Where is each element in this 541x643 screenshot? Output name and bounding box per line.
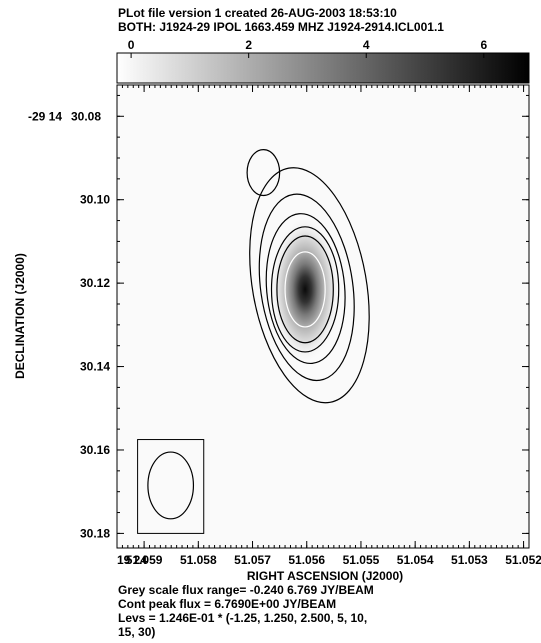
colorbar-tick-label: 6 xyxy=(480,38,487,52)
x-tick-label: 51.059 xyxy=(126,553,163,567)
contour-line xyxy=(265,213,346,365)
x-tick-label: 51.057 xyxy=(234,553,271,567)
axes: 51.059 51.058 51.057 51.056 51.055 51.054 51.0… xyxy=(28,85,541,567)
beam-ellipse xyxy=(147,451,195,520)
y-tick-label: 30.18 xyxy=(80,526,110,540)
colorbar-tick-label: 0 xyxy=(128,38,135,52)
plot-header-line-1: PLot file version 1 created 26-AUG-2003 … xyxy=(118,6,397,20)
contour-line xyxy=(249,167,370,404)
colorbar-tick-label: 4 xyxy=(363,38,370,52)
y-tick-prefix: -29 14 xyxy=(28,109,62,123)
colorbar-tick-label: 2 xyxy=(245,38,252,52)
footer-peak-flux: Cont peak flux = 6.7690E+00 JY/BEAM xyxy=(118,597,337,611)
contour-line xyxy=(258,193,355,382)
footer-flux-range: Grey scale flux range= -0.240 6.769 JY/B… xyxy=(118,583,374,597)
colorbar xyxy=(116,52,530,84)
contour-lines xyxy=(246,149,370,404)
beam-box xyxy=(137,439,205,534)
y-tick-label: 30.12 xyxy=(80,276,110,290)
beam-frame xyxy=(137,439,205,534)
footer-levels: Levs = 1.246E-01 * (-1.25, 1.250, 2.500,… xyxy=(118,611,368,625)
contour-line xyxy=(246,149,281,197)
y-tick-label: 30.14 xyxy=(80,360,110,374)
footer-levels-cont: 15, 30) xyxy=(118,625,156,639)
y-tick-label: 30.08 xyxy=(71,109,101,123)
x-tick-label: 51.055 xyxy=(343,553,380,567)
x-tick-prefix: 19 24 xyxy=(117,553,147,567)
y-axis-label: DECLINATION (J2000) xyxy=(13,253,27,379)
x-tick-label: 51.058 xyxy=(180,553,217,567)
x-tick-label: 51.054 xyxy=(397,553,434,567)
contour-line xyxy=(270,226,340,353)
x-tick-label: 51.053 xyxy=(451,553,488,567)
colorbar-ticks: 0 2 4 6 xyxy=(128,38,487,58)
x-tick-label: 51.056 xyxy=(288,553,325,567)
y-tick-label: 30.10 xyxy=(80,193,110,207)
x-axis-label: RIGHT ASCENSION (J2000) xyxy=(247,569,403,583)
y-tick-label: 30.16 xyxy=(80,443,110,457)
source-greyscale xyxy=(269,216,341,363)
contour-line xyxy=(284,251,326,328)
x-tick-label: 51.052 xyxy=(505,553,541,567)
contour-line xyxy=(276,235,334,344)
plot-header-line-2: BOTH: J1924-29 IPOL 1663.459 MHZ J1924-2… xyxy=(118,20,444,34)
